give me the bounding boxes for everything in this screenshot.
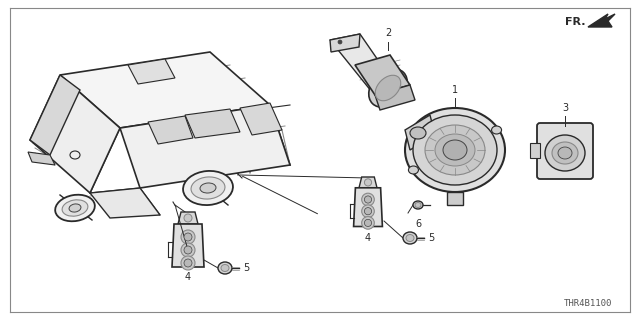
Ellipse shape — [413, 201, 423, 209]
Ellipse shape — [403, 232, 417, 244]
Ellipse shape — [191, 177, 225, 199]
Ellipse shape — [369, 69, 407, 107]
Ellipse shape — [492, 126, 502, 134]
Ellipse shape — [200, 183, 216, 193]
Ellipse shape — [338, 40, 342, 44]
Ellipse shape — [362, 193, 374, 206]
Ellipse shape — [545, 135, 585, 171]
Polygon shape — [405, 115, 435, 150]
Polygon shape — [30, 75, 120, 193]
Ellipse shape — [69, 204, 81, 212]
Polygon shape — [185, 109, 240, 138]
Ellipse shape — [62, 200, 88, 216]
Polygon shape — [30, 75, 80, 155]
Ellipse shape — [183, 171, 233, 205]
Text: 2: 2 — [385, 28, 391, 38]
Text: FR.: FR. — [564, 17, 585, 27]
Polygon shape — [359, 177, 377, 188]
Polygon shape — [178, 212, 198, 224]
Ellipse shape — [410, 127, 426, 139]
Ellipse shape — [413, 115, 497, 185]
Text: 1: 1 — [452, 85, 458, 95]
Ellipse shape — [184, 233, 192, 241]
Polygon shape — [28, 152, 55, 165]
Polygon shape — [120, 105, 290, 188]
Polygon shape — [588, 14, 615, 27]
Text: 4: 4 — [185, 272, 191, 282]
Polygon shape — [447, 192, 463, 205]
Polygon shape — [60, 52, 270, 128]
Polygon shape — [375, 85, 415, 110]
Ellipse shape — [181, 230, 195, 244]
Ellipse shape — [435, 134, 475, 166]
Ellipse shape — [221, 265, 229, 271]
Ellipse shape — [425, 125, 485, 175]
Ellipse shape — [558, 147, 572, 159]
Polygon shape — [172, 224, 204, 267]
Ellipse shape — [184, 246, 192, 254]
Ellipse shape — [181, 256, 195, 270]
Ellipse shape — [218, 262, 232, 274]
Polygon shape — [90, 188, 160, 218]
Text: 6: 6 — [415, 219, 421, 229]
Polygon shape — [148, 116, 193, 144]
Ellipse shape — [362, 217, 374, 229]
Text: 5: 5 — [428, 233, 435, 243]
Ellipse shape — [443, 140, 467, 160]
FancyBboxPatch shape — [537, 123, 593, 179]
Ellipse shape — [375, 75, 401, 101]
Ellipse shape — [181, 243, 195, 257]
Ellipse shape — [184, 259, 192, 267]
Text: 5: 5 — [243, 263, 249, 273]
Ellipse shape — [405, 108, 505, 192]
Text: 4: 4 — [365, 233, 371, 243]
Polygon shape — [354, 188, 383, 227]
Ellipse shape — [362, 205, 374, 218]
Polygon shape — [530, 143, 540, 158]
Polygon shape — [128, 59, 175, 84]
Text: 3: 3 — [562, 103, 568, 113]
Ellipse shape — [184, 214, 192, 222]
Polygon shape — [240, 103, 282, 135]
Ellipse shape — [552, 142, 578, 164]
Polygon shape — [330, 34, 360, 52]
Ellipse shape — [364, 196, 372, 203]
Ellipse shape — [364, 208, 372, 215]
Ellipse shape — [406, 235, 414, 242]
Text: THR4B1100: THR4B1100 — [564, 299, 612, 308]
Ellipse shape — [364, 219, 372, 227]
Ellipse shape — [364, 179, 372, 186]
Polygon shape — [330, 34, 400, 102]
Ellipse shape — [55, 195, 95, 221]
Ellipse shape — [408, 166, 419, 174]
Polygon shape — [355, 55, 410, 95]
Ellipse shape — [415, 203, 421, 207]
